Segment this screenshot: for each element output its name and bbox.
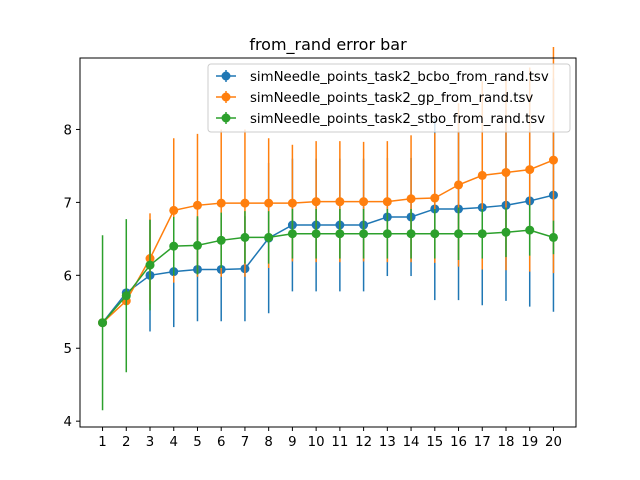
- data-point: [548, 232, 558, 242]
- y-tick-label: 8: [64, 123, 72, 138]
- x-tick-label: 17: [474, 435, 491, 450]
- legend-handle-marker: [221, 113, 231, 123]
- data-point: [240, 198, 250, 208]
- data-point: [311, 197, 321, 207]
- series-3: [98, 204, 558, 411]
- data-point: [192, 200, 202, 210]
- data-point: [335, 229, 345, 239]
- data-point: [287, 198, 297, 208]
- y-axis: 4 5 6 7 8: [64, 123, 80, 430]
- x-tick-label: 6: [217, 435, 225, 450]
- x-tick-label: 7: [241, 435, 249, 450]
- data-point: [216, 198, 226, 208]
- x-tick-label: 4: [170, 435, 178, 450]
- data-point: [121, 291, 131, 301]
- data-point: [311, 229, 321, 239]
- x-tick-label: 9: [288, 435, 296, 450]
- data-point: [382, 197, 392, 207]
- x-tick-label: 5: [193, 435, 201, 450]
- x-tick-label: 20: [545, 435, 562, 450]
- y-tick-label: 6: [64, 269, 72, 284]
- data-point: [430, 193, 440, 203]
- x-tick-label: 14: [403, 435, 420, 450]
- legend-label: simNeedle_points_task2_gp_from_rand.tsv: [250, 91, 533, 106]
- x-tick-label: 3: [146, 435, 154, 450]
- y-tick-label: 5: [64, 342, 72, 357]
- data-point: [169, 241, 179, 251]
- x-tick-label: 19: [521, 435, 538, 450]
- data-point: [145, 260, 155, 270]
- x-tick-label: 18: [498, 435, 515, 450]
- data-point: [359, 229, 369, 239]
- data-point: [525, 225, 535, 235]
- data-point: [264, 232, 274, 242]
- legend: simNeedle_points_task2_bcbo_from_rand.ts…: [207, 63, 571, 133]
- x-tick-label: 1: [98, 435, 106, 450]
- data-point: [501, 227, 511, 237]
- chart-title: from_rand error bar: [249, 35, 407, 55]
- plot-area: [98, 47, 558, 411]
- data-point: [98, 318, 108, 328]
- plot-frame: [79, 57, 577, 428]
- x-tick-label: 15: [426, 435, 443, 450]
- data-point: [192, 240, 202, 250]
- data-point: [406, 194, 416, 204]
- data-point: [525, 165, 535, 175]
- data-point: [454, 229, 464, 239]
- data-point: [240, 232, 250, 242]
- data-point: [169, 205, 179, 215]
- data-point: [430, 229, 440, 239]
- legend-label: simNeedle_points_task2_stbo_from_rand.ts…: [250, 112, 545, 127]
- legend-box: [207, 63, 571, 133]
- data-point: [477, 229, 487, 239]
- x-tick-label: 11: [331, 435, 348, 450]
- data-point: [454, 180, 464, 190]
- x-tick-label: 8: [264, 435, 272, 450]
- data-point: [382, 229, 392, 239]
- data-point: [287, 229, 297, 239]
- y-tick-label: 7: [64, 196, 72, 211]
- x-tick-label: 2: [122, 435, 130, 450]
- data-point: [477, 170, 487, 180]
- data-point: [359, 197, 369, 207]
- data-point: [264, 198, 274, 208]
- x-tick-label: 12: [355, 435, 372, 450]
- x-tick-label: 13: [379, 435, 396, 450]
- data-point: [548, 155, 558, 165]
- x-tick-label: 16: [450, 435, 467, 450]
- data-point: [335, 197, 345, 207]
- legend-handle-marker: [221, 71, 231, 81]
- legend-handle-marker: [221, 92, 231, 102]
- legend-label: simNeedle_points_task2_bcbo_from_rand.ts…: [250, 70, 549, 85]
- data-point: [406, 229, 416, 239]
- x-axis: 1 2 3 4 5 6 7 8 9 10 11 12 13 14 15 16 17 18 19 20: [98, 427, 562, 450]
- y-tick-label: 4: [64, 415, 72, 430]
- data-point: [501, 167, 511, 177]
- data-point: [216, 235, 226, 245]
- x-tick-label: 10: [308, 435, 325, 450]
